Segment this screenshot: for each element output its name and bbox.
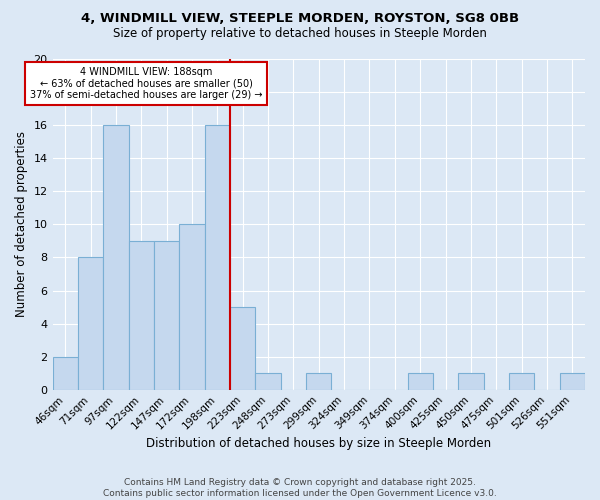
Bar <box>306 373 331 390</box>
Bar <box>256 373 281 390</box>
Bar <box>205 125 230 390</box>
Bar <box>509 373 534 390</box>
Bar <box>560 373 585 390</box>
Bar <box>179 224 205 390</box>
Bar <box>128 241 154 390</box>
Y-axis label: Number of detached properties: Number of detached properties <box>15 132 28 318</box>
Text: Size of property relative to detached houses in Steeple Morden: Size of property relative to detached ho… <box>113 28 487 40</box>
Text: 4, WINDMILL VIEW, STEEPLE MORDEN, ROYSTON, SG8 0BB: 4, WINDMILL VIEW, STEEPLE MORDEN, ROYSTO… <box>81 12 519 26</box>
Bar <box>53 356 78 390</box>
X-axis label: Distribution of detached houses by size in Steeple Morden: Distribution of detached houses by size … <box>146 437 491 450</box>
Bar <box>103 125 128 390</box>
Text: 4 WINDMILL VIEW: 188sqm
← 63% of detached houses are smaller (50)
37% of semi-de: 4 WINDMILL VIEW: 188sqm ← 63% of detache… <box>30 68 263 100</box>
Bar <box>230 307 256 390</box>
Bar <box>78 258 103 390</box>
Bar <box>154 241 179 390</box>
Text: Contains HM Land Registry data © Crown copyright and database right 2025.
Contai: Contains HM Land Registry data © Crown c… <box>103 478 497 498</box>
Bar <box>407 373 433 390</box>
Bar <box>458 373 484 390</box>
